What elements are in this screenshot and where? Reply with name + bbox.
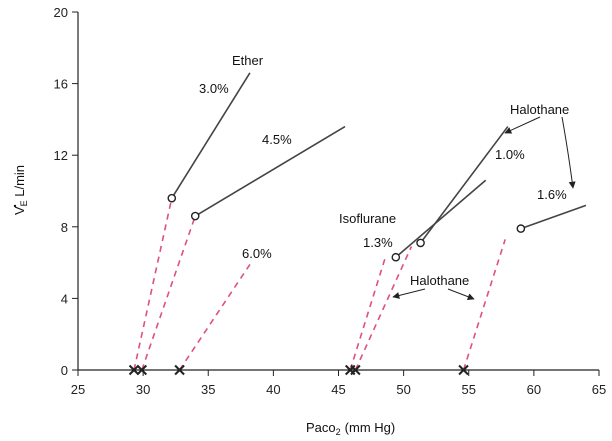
x-marker xyxy=(350,364,361,376)
x-tick-label: 55 xyxy=(462,382,476,397)
x-tick-label: 60 xyxy=(527,382,541,397)
x-tick-label: 30 xyxy=(136,382,150,397)
x-tick-label: 50 xyxy=(396,382,410,397)
x-tick-label: 35 xyxy=(201,382,215,397)
arrow-halothane-to-16 xyxy=(561,116,576,189)
label-halothane-16: 1.6% xyxy=(537,187,567,202)
y-tick-label: 12 xyxy=(54,148,68,163)
label-halothane-10: 1.0% xyxy=(495,147,525,162)
x-tick-label: 65 xyxy=(592,382,606,397)
x-tick-label: 45 xyxy=(331,382,345,397)
solid-line xyxy=(419,126,509,244)
y-tick-label: 8 xyxy=(61,220,68,235)
open-circle-points xyxy=(167,193,526,262)
label-isoflurane-13: 1.3% xyxy=(363,235,393,250)
dashed-line xyxy=(462,239,506,371)
label-halothane-bottom: Halothane xyxy=(410,273,469,288)
y-tick-label: 4 xyxy=(61,291,68,306)
x-marker-stroke xyxy=(128,364,140,376)
x-marker-stroke xyxy=(174,364,185,376)
x-marker xyxy=(136,364,148,376)
open-circle xyxy=(416,238,425,248)
open-circle xyxy=(391,252,401,262)
arrow-halothane-right xyxy=(447,288,475,301)
solid-response-lines xyxy=(171,72,587,258)
axes xyxy=(77,12,599,371)
label-ether-30: 3.0% xyxy=(199,81,229,96)
solid-line xyxy=(520,204,587,230)
open-circle xyxy=(167,193,177,203)
ylabel-dot-icon xyxy=(13,204,17,208)
arrow-halothane-left xyxy=(392,288,426,299)
x-axis-title: Paco2 (mm Hg) xyxy=(306,420,395,437)
arrow-halothane-to-10 xyxy=(504,116,541,134)
y-axis-title: VE L/min xyxy=(12,165,29,215)
y-tick-label: 16 xyxy=(54,77,68,92)
label-ether-60: 6.0% xyxy=(242,246,272,261)
dashed-line xyxy=(354,246,413,371)
dashed-line xyxy=(133,197,173,371)
solid-line xyxy=(194,125,346,217)
solid-line xyxy=(395,179,487,258)
y-tick-label: 20 xyxy=(54,5,68,20)
label-isoflurane: Isoflurane xyxy=(339,211,396,226)
x-markers xyxy=(128,364,469,376)
dashed-line xyxy=(141,215,196,371)
dashed-line xyxy=(349,256,387,371)
x-tick-label: 40 xyxy=(266,382,280,397)
x-marker-stroke xyxy=(350,364,361,376)
x-marker-stroke xyxy=(458,364,469,376)
y-tick-label: 0 xyxy=(61,363,68,378)
open-circle xyxy=(516,224,526,233)
solid-line xyxy=(171,72,251,199)
dashed-line xyxy=(178,263,251,371)
x-marker xyxy=(128,364,140,376)
x-marker xyxy=(174,364,185,376)
ticks: 25 30 35 40 45 50 55 60 65 0 4 8 12 16 20 xyxy=(54,5,607,397)
label-halothane-top: Halothane xyxy=(510,102,569,117)
label-ether-45: 4.5% xyxy=(262,132,292,147)
x-marker-stroke xyxy=(136,364,148,376)
label-ether: Ether xyxy=(232,53,264,68)
open-circle xyxy=(190,211,200,221)
dashed-extrapolations xyxy=(133,197,506,371)
x-marker xyxy=(458,364,469,376)
x-tick-label: 25 xyxy=(71,382,85,397)
